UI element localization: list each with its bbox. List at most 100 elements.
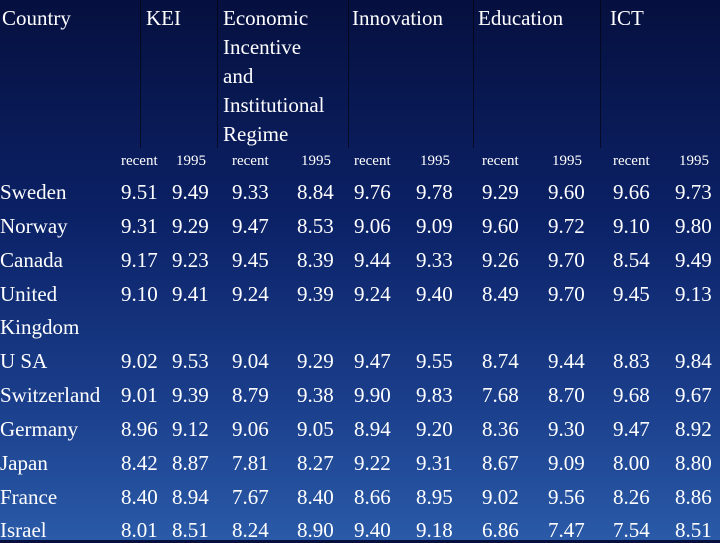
country-name: Switzerland <box>0 383 101 407</box>
table-cell: 9.55 <box>416 349 453 373</box>
table-cell: 9.13 <box>675 282 712 306</box>
table-cell: 9.44 <box>354 248 391 272</box>
table-cell: 9.60 <box>482 214 519 238</box>
table-cell: 6.86 <box>482 518 519 542</box>
table-cell: 7.67 <box>232 485 269 509</box>
table-cell: 9.18 <box>416 518 453 542</box>
table-cell: 9.53 <box>172 349 209 373</box>
table-cell: 8.49 <box>482 282 519 306</box>
table-cell: 9.68 <box>613 383 650 407</box>
country-name: Canada <box>0 248 63 272</box>
table-cell: 9.66 <box>613 180 650 204</box>
table-cell: 9.47 <box>613 417 650 441</box>
header-innovation: Innovation <box>352 6 443 30</box>
subheader: recent <box>613 153 650 169</box>
country-name: U SA <box>0 349 48 373</box>
table-cell: 8.80 <box>675 451 712 475</box>
table-cell: 9.12 <box>172 417 209 441</box>
country-name: Israel <box>0 518 47 542</box>
table-cell: 8.01 <box>121 518 158 542</box>
table-cell: 8.86 <box>675 485 712 509</box>
table-cell: 9.49 <box>172 180 209 204</box>
table-cell: 9.40 <box>354 518 391 542</box>
table-cell: 8.74 <box>482 349 519 373</box>
subheader: recent <box>482 153 519 169</box>
table-cell: 9.20 <box>416 417 453 441</box>
table-cell: 9.39 <box>172 383 209 407</box>
subheader: 1995 <box>552 153 582 169</box>
table-cell: 9.23 <box>172 248 209 272</box>
gridline <box>348 0 349 148</box>
header-ict: ICT <box>610 6 644 30</box>
table-cell: 8.40 <box>297 485 334 509</box>
header-econ-line: Economic <box>223 6 309 30</box>
table-cell: 8.39 <box>297 248 334 272</box>
table-cell: 8.51 <box>675 518 712 542</box>
table-cell: 9.09 <box>548 451 585 475</box>
table-cell: 8.92 <box>675 417 712 441</box>
table-cell: 9.70 <box>548 248 585 272</box>
table-cell: 8.40 <box>121 485 158 509</box>
table-cell: 8.94 <box>172 485 209 509</box>
table-cell: 8.42 <box>121 451 158 475</box>
table-cell: 9.47 <box>232 214 269 238</box>
table-cell: 9.31 <box>121 214 158 238</box>
table-cell: 9.51 <box>121 180 158 204</box>
table-cell: 9.06 <box>232 417 269 441</box>
table-cell: 9.10 <box>121 282 158 306</box>
table-cell: 7.68 <box>482 383 519 407</box>
table-cell: 8.94 <box>354 417 391 441</box>
header-kei: KEI <box>146 6 181 30</box>
table-cell: 9.67 <box>675 383 712 407</box>
table-cell: 9.29 <box>297 349 334 373</box>
table-cell: 9.70 <box>548 282 585 306</box>
subheader: recent <box>354 153 391 169</box>
table-cell: 8.00 <box>613 451 650 475</box>
country-name: Norway <box>0 214 68 238</box>
table-cell: 8.53 <box>297 214 334 238</box>
table-cell: 8.95 <box>416 485 453 509</box>
header-econ-line: and <box>223 64 254 88</box>
table-cell: 9.73 <box>675 180 712 204</box>
table-cell: 9.04 <box>232 349 269 373</box>
table-cell: 8.79 <box>232 383 269 407</box>
table-cell: 9.45 <box>232 248 269 272</box>
table-cell: 9.80 <box>675 214 712 238</box>
country-name: United <box>0 282 58 306</box>
table-cell: 8.96 <box>121 417 158 441</box>
subheader: 1995 <box>301 153 331 169</box>
table-cell: 8.70 <box>548 383 585 407</box>
table-cell: 9.26 <box>482 248 519 272</box>
table-cell: 8.84 <box>297 180 334 204</box>
table-cell: 9.45 <box>613 282 650 306</box>
subheader: 1995 <box>420 153 450 169</box>
table-cell: 9.01 <box>121 383 158 407</box>
table-cell: 9.84 <box>675 349 712 373</box>
header-country: Country <box>2 6 71 30</box>
country-name: Sweden <box>0 180 67 204</box>
header-econ-line: Institutional <box>223 93 325 117</box>
subheader: 1995 <box>176 153 206 169</box>
table-cell: 9.38 <box>297 383 334 407</box>
table-cell: 9.72 <box>548 214 585 238</box>
table-cell: 9.90 <box>354 383 391 407</box>
table-cell: 9.02 <box>482 485 519 509</box>
table-cell: 9.30 <box>548 417 585 441</box>
table-cell: 9.40 <box>416 282 453 306</box>
table-cell: 9.41 <box>172 282 209 306</box>
table-cell: 7.47 <box>548 518 585 542</box>
country-name: Japan <box>0 451 48 475</box>
table-cell: 8.54 <box>613 248 650 272</box>
table-cell: 9.02 <box>121 349 158 373</box>
table-cell: 8.36 <box>482 417 519 441</box>
table-cell: 8.24 <box>232 518 269 542</box>
header-econ-line: Incentive <box>223 35 302 59</box>
table-cell: 9.33 <box>416 248 453 272</box>
table-cell: 9.10 <box>613 214 650 238</box>
table-cell: 9.39 <box>297 282 334 306</box>
table-cell: 9.44 <box>548 349 585 373</box>
table-cell: 9.22 <box>354 451 391 475</box>
table-cell: 9.24 <box>232 282 269 306</box>
subheader: recent <box>121 153 158 169</box>
table-cell: 9.33 <box>232 180 269 204</box>
